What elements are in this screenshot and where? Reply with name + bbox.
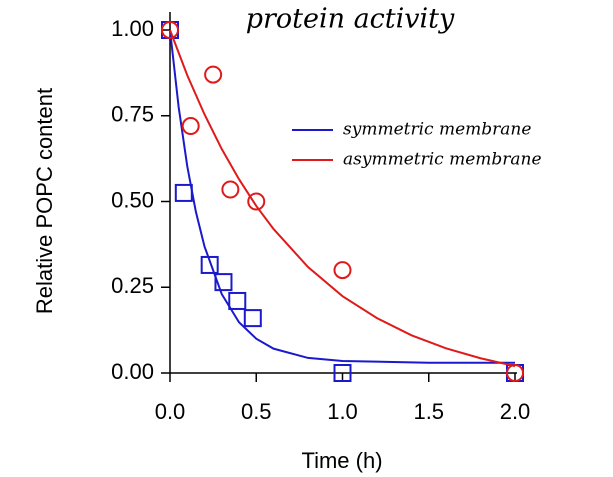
circle-marker [221, 180, 240, 199]
legend-label: symmetric membrane [343, 120, 531, 140]
circle-marker [181, 117, 200, 136]
x-tick-label: 2.0 [500, 399, 531, 424]
x-axis-label: Time (h) [301, 448, 382, 473]
x-tick-label: 0.0 [155, 399, 186, 424]
fit-line [169, 29, 516, 368]
y-axis-label: Relative POPC content [32, 88, 57, 314]
y-tick-label: 0.25 [111, 273, 154, 298]
circle-marker [161, 21, 179, 39]
circle-marker [247, 192, 266, 211]
y-tick-label: 1.00 [111, 16, 154, 41]
x-tick-label: 1.5 [413, 399, 444, 424]
square-marker [243, 309, 262, 328]
x-tick-label: 0.5 [241, 399, 272, 424]
square-marker [174, 183, 193, 202]
square-marker [214, 273, 233, 292]
y-tick-label: 0.50 [111, 187, 154, 212]
square-marker [333, 364, 352, 382]
fit-line [169, 29, 515, 364]
y-tick-label: 0.00 [111, 359, 154, 384]
circle-marker [204, 65, 223, 84]
legend-label: asymmetric membrane [343, 150, 542, 170]
y-tick-label: 0.75 [111, 102, 154, 127]
square-marker [200, 255, 219, 274]
x-tick-label: 1.0 [327, 399, 358, 424]
chart-title: protein activity [246, 4, 455, 35]
circle-marker [506, 364, 524, 382]
square-marker [228, 291, 247, 310]
circle-marker [333, 261, 352, 280]
